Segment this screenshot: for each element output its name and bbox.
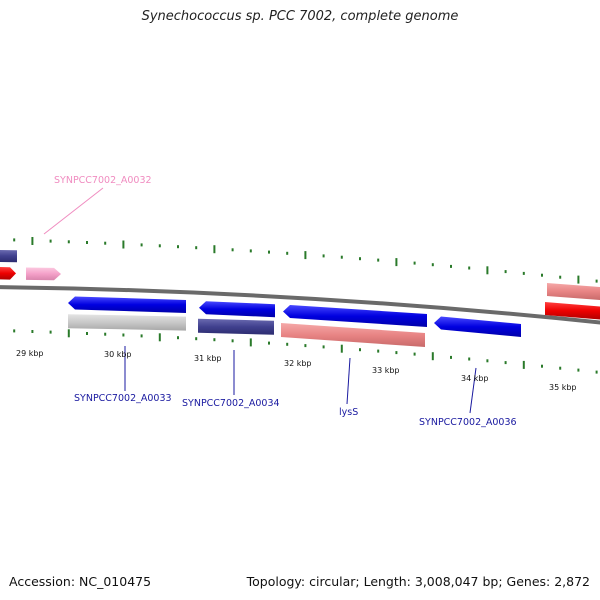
ruler-tick-label: 33 kbp xyxy=(372,366,400,375)
gene-label-lysS[interactable]: lysS xyxy=(339,407,358,418)
gene-arrow-pink-A0032 xyxy=(26,267,61,281)
genome-info-text: Topology: circular; Length: 3,008,047 bp… xyxy=(246,574,590,589)
gene-label-A0034[interactable]: SYNPCC7002_A0034 xyxy=(182,398,280,409)
gene-arrow-lysS xyxy=(283,305,427,327)
cds-bar-A0033 xyxy=(68,314,186,331)
map-title: Synechococcus sp. PCC 7002, complete gen… xyxy=(141,9,459,24)
ruler-tick-label: 34 kbp xyxy=(461,374,489,383)
gene-label-A0032[interactable]: SYNPCC7002_A0032 xyxy=(54,175,152,186)
ruler-tick-label: 35 kbp xyxy=(549,383,577,392)
gene-label-A0033[interactable]: SYNPCC7002_A0033 xyxy=(74,393,172,404)
accession-text: Accession: NC_010475 xyxy=(9,574,152,589)
gene-label-A0036[interactable]: SYNPCC7002_A0036 xyxy=(419,417,517,428)
ruler-tick-label: 29 kbp xyxy=(16,349,44,358)
leader-line-A0036 xyxy=(469,367,477,414)
gene-arrow-A0036 xyxy=(434,316,521,337)
gene-arrow-red-right xyxy=(545,302,600,320)
gene-arrow-A0034 xyxy=(199,301,275,318)
leader-line-lysS xyxy=(346,357,351,405)
inner-tick-ruler xyxy=(13,329,598,374)
leader-line-A0032 xyxy=(43,187,104,235)
ruler-tick-label: 32 kbp xyxy=(284,359,312,368)
gene-arrow-red-left xyxy=(0,267,16,280)
cds-bar-lysS xyxy=(281,323,425,347)
ruler-tick-label: 31 kbp xyxy=(194,354,222,363)
ruler-tick-label: 30 kbp xyxy=(104,350,132,359)
gene-arrow-A0033 xyxy=(68,296,186,313)
genome-backbone xyxy=(0,285,600,325)
gene-arrow-left-edge-navy xyxy=(0,250,17,263)
outer-tick-ruler xyxy=(13,237,598,284)
cds-bar-A0034 xyxy=(198,318,274,335)
gene-arrow-salmon-right xyxy=(547,283,600,300)
